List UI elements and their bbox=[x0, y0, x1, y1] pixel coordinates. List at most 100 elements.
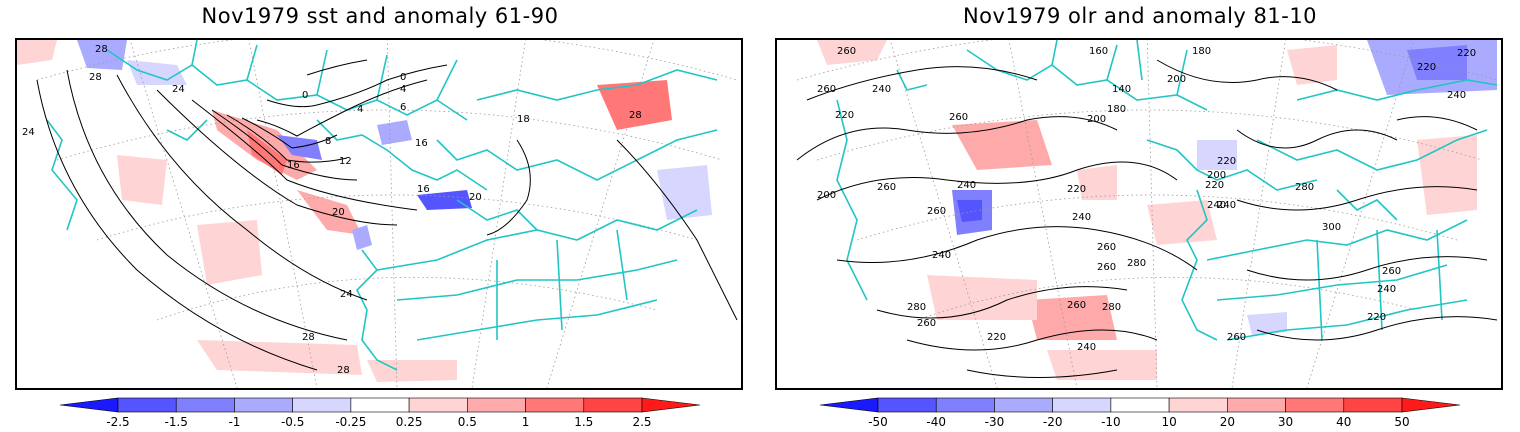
contour-label: 0 bbox=[302, 90, 308, 101]
colorbar-arrow-high bbox=[1401, 397, 1461, 413]
colorbar-box bbox=[935, 397, 995, 413]
colorbar-tick-label: 1 bbox=[522, 415, 530, 429]
colorbar-box bbox=[234, 397, 293, 413]
contour-label: 8 bbox=[325, 136, 331, 147]
contour-label: 16 bbox=[287, 160, 300, 171]
colorbar-tick-label: -40 bbox=[926, 415, 946, 429]
contour-label: 280 bbox=[907, 302, 926, 313]
contour-label: 220 bbox=[1205, 180, 1224, 191]
contour-label: 20 bbox=[332, 207, 345, 218]
sst-map-canvas: 28 28 24 20 16 12 8 6 4 4 0 0 16 16 20 2… bbox=[17, 40, 741, 388]
olr-map: 260 240 220 260 260 200 240 260 160 180 … bbox=[775, 38, 1503, 390]
contour-label: 260 bbox=[949, 112, 968, 123]
colorbar-box bbox=[1110, 397, 1170, 413]
colorbar-tick-label: 2.5 bbox=[632, 415, 651, 429]
contour-label: 28 bbox=[337, 365, 350, 376]
contour-label: 4 bbox=[357, 104, 363, 115]
contour-label: 200 bbox=[1087, 114, 1106, 125]
olr-contours bbox=[796, 59, 1498, 378]
colorbar-tick-label: -30 bbox=[985, 415, 1005, 429]
contour-label: 260 bbox=[877, 182, 896, 193]
contour-label: 260 bbox=[837, 46, 856, 57]
colorbar-tick-label: 0.5 bbox=[458, 415, 477, 429]
contour-label: 260 bbox=[927, 206, 946, 217]
contour-label: 220 bbox=[835, 110, 854, 121]
colorbar-tick-label: -10 bbox=[1101, 415, 1121, 429]
colorbar-tick-label: -50 bbox=[868, 415, 888, 429]
contour-label: 200 bbox=[1207, 170, 1226, 181]
colorbar-tick-label: 20 bbox=[1220, 415, 1235, 429]
olr-anomaly-shading bbox=[817, 40, 1497, 380]
colorbar-tick-label: 50 bbox=[1394, 415, 1409, 429]
sst-map: 28 28 24 20 16 12 8 6 4 4 0 0 16 16 20 2… bbox=[15, 38, 743, 390]
colorbar-tick-label: -1.5 bbox=[165, 415, 188, 429]
contour-label: 240 bbox=[1077, 342, 1096, 353]
contour-label: 4 bbox=[400, 84, 406, 95]
olr-map-canvas: 260 240 220 260 260 200 240 260 160 180 … bbox=[796, 40, 1498, 388]
contour-label: 200 bbox=[1167, 74, 1186, 85]
sst-contours bbox=[36, 59, 738, 371]
colorbar-tick-label: -1 bbox=[228, 415, 240, 429]
colorbar-box bbox=[408, 397, 468, 413]
sst-graticule bbox=[36, 40, 738, 388]
contour-label: 0 bbox=[400, 72, 406, 83]
sst-colorbar: -2.5 -1.5 -1 -0.5 -0.25 0.25 0.5 1 1.5 2.5 bbox=[59, 397, 701, 432]
olr-colorbar-canvas: -50 -40 -30 -20 -10 10 20 30 40 50 bbox=[819, 397, 1461, 429]
colorbar-box bbox=[583, 397, 643, 413]
contour-label: 240 bbox=[1447, 90, 1466, 101]
contour-label: 6 bbox=[400, 102, 406, 113]
contour-label: 240 bbox=[1217, 200, 1236, 211]
colorbar-box bbox=[117, 397, 177, 413]
contour-label: 28 bbox=[95, 44, 108, 55]
colorbar-box bbox=[350, 397, 410, 413]
contour-label: 18 bbox=[517, 114, 530, 125]
colorbar-tick-label: -0.5 bbox=[281, 415, 304, 429]
contour-label: 24 bbox=[172, 84, 185, 95]
colorbar-box bbox=[467, 397, 526, 413]
colorbar-box bbox=[1168, 397, 1228, 413]
contour-label: 28 bbox=[302, 332, 315, 343]
olr-coastlines bbox=[836, 40, 1498, 341]
contour-label: 12 bbox=[339, 156, 352, 167]
colorbar-arrow-low bbox=[59, 397, 119, 413]
colorbar-tick-label: 0.25 bbox=[396, 415, 423, 429]
sst-title: Nov1979 sst and anomaly 61-90 bbox=[201, 4, 559, 28]
contour-label: 240 bbox=[1072, 212, 1091, 223]
contour-label: 140 bbox=[1112, 84, 1131, 95]
contour-label: 300 bbox=[1322, 222, 1341, 233]
colorbar-tick-label: 10 bbox=[1161, 415, 1176, 429]
colorbar-box bbox=[292, 397, 352, 413]
sst-contour-labels: 28 28 24 20 16 12 8 6 4 4 0 0 16 16 20 2… bbox=[22, 44, 642, 376]
olr-colorbar: -50 -40 -30 -20 -10 10 20 30 40 50 bbox=[819, 397, 1461, 432]
contour-label: 260 bbox=[1097, 262, 1116, 273]
contour-label: 16 bbox=[415, 138, 428, 149]
colorbar-box bbox=[1052, 397, 1112, 413]
contour-label: 240 bbox=[932, 250, 951, 261]
contour-label: 220 bbox=[1067, 184, 1086, 195]
contour-label: 220 bbox=[1367, 312, 1386, 323]
colorbar-tick-label: 30 bbox=[1278, 415, 1293, 429]
contour-label: 240 bbox=[1377, 284, 1396, 295]
contour-label: 280 bbox=[1295, 182, 1314, 193]
contour-label: 240 bbox=[957, 180, 976, 191]
contour-label: 220 bbox=[1457, 48, 1476, 59]
contour-label: 16 bbox=[417, 184, 430, 195]
contour-label: 24 bbox=[22, 127, 35, 138]
contour-label: 180 bbox=[1107, 104, 1126, 115]
colorbar-box bbox=[525, 397, 585, 413]
contour-label: 220 bbox=[1217, 156, 1236, 167]
colorbar-arrow-high bbox=[641, 397, 701, 413]
colorbar-tick-label: -0.25 bbox=[335, 415, 366, 429]
contour-label: 280 bbox=[1102, 302, 1121, 313]
colorbar-box bbox=[1343, 397, 1403, 413]
contour-label: 260 bbox=[1097, 242, 1116, 253]
contour-label: 220 bbox=[1417, 62, 1436, 73]
contour-label: 160 bbox=[1089, 46, 1108, 57]
colorbar-tick-label: -20 bbox=[1043, 415, 1063, 429]
olr-contour-labels: 260 240 220 260 260 200 240 260 160 180 … bbox=[817, 46, 1476, 353]
sst-coastlines bbox=[46, 40, 718, 371]
colorbar-box bbox=[877, 397, 937, 413]
sst-anomaly-shading bbox=[17, 40, 712, 382]
colorbar-box bbox=[1285, 397, 1345, 413]
colorbar-tick-label: 1.5 bbox=[574, 415, 593, 429]
